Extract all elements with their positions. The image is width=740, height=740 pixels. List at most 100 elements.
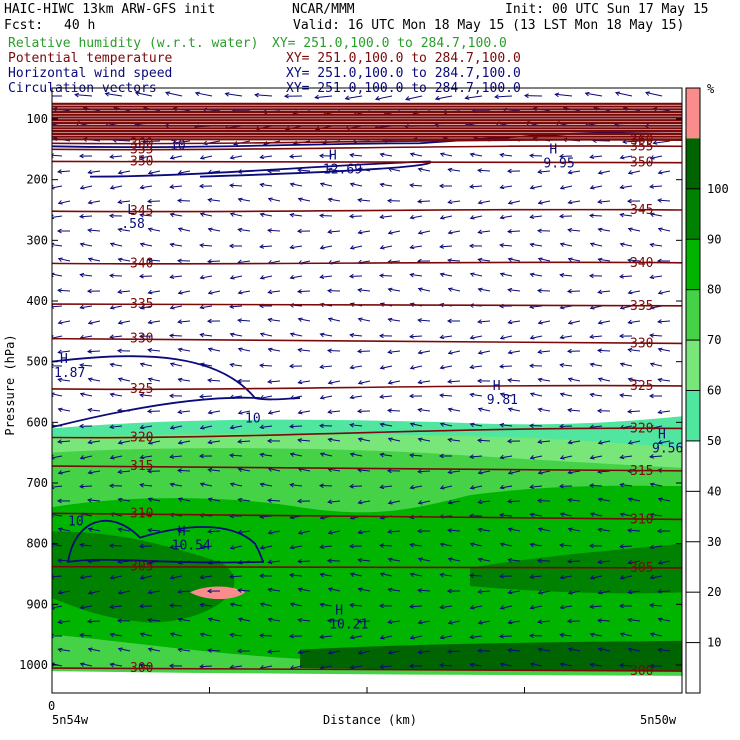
wind-vector-head (267, 197, 273, 202)
wind-vector (88, 440, 101, 444)
wind-vector (143, 140, 161, 143)
wind-vector (268, 290, 281, 294)
wind-vector (388, 350, 401, 353)
wind-vector-head (348, 273, 354, 279)
colorbar-swatch (686, 541, 700, 593)
wind-vector-head (109, 242, 115, 247)
wind-vector-head (139, 454, 145, 460)
wind-vector-head (327, 380, 333, 385)
wind-vector-head (537, 257, 543, 262)
wind-vector-head (237, 318, 242, 323)
wind-vector-head (319, 544, 325, 550)
wind-vector-head (297, 649, 303, 655)
wind-vector-head (499, 243, 505, 248)
wind-vector (478, 169, 491, 172)
wind-vector-head (589, 334, 595, 339)
wind-vector-head (447, 620, 453, 625)
wind-vector-head (507, 470, 513, 475)
wind-vector (418, 558, 431, 562)
wind-vector-head (259, 452, 265, 458)
wind-vector (590, 575, 603, 579)
wind-vector-head (138, 543, 144, 549)
wind-vector (80, 185, 93, 189)
wind-vector (178, 590, 191, 593)
wind-vector (658, 228, 671, 232)
wind-vector-head (207, 409, 213, 415)
wind-vector (88, 620, 101, 623)
wind-vector (538, 350, 551, 353)
wind-vector (165, 92, 183, 97)
wind-vector (238, 290, 251, 294)
wind-vector (290, 425, 303, 428)
wind-vector (410, 573, 423, 577)
wind-vector-head (537, 320, 543, 325)
wind-vector (388, 500, 401, 504)
wind-vector-head (87, 228, 93, 233)
wind-extremum-marker: H (493, 379, 501, 394)
wind-vector (478, 408, 491, 412)
wind-vector (238, 589, 251, 592)
wind-vector (538, 590, 551, 594)
rh-region (52, 485, 682, 659)
wind-vector-head (378, 273, 384, 279)
wind-vector-head (469, 662, 475, 668)
colorbar-swatch (686, 642, 700, 693)
wind-vector-head (537, 439, 543, 444)
wind-vector-head (318, 483, 324, 489)
wind-vector (598, 290, 611, 293)
wind-vector (440, 605, 453, 609)
wind-vector-head (194, 91, 200, 97)
wind-vector (508, 649, 521, 652)
wind-vector (140, 214, 153, 217)
wind-vector (260, 364, 273, 367)
wind-vector (268, 468, 281, 472)
theta-label: 355 (130, 142, 153, 157)
wind-vector-head (619, 544, 624, 549)
wind-vector (470, 393, 483, 397)
wind-vector (448, 438, 461, 442)
wind-vector-head (439, 663, 445, 668)
wind-vector-head (597, 199, 603, 204)
theta-label: 315 (630, 464, 653, 479)
wind-vector (410, 274, 423, 277)
wind-vector-head (597, 170, 603, 175)
wind-vector-head (567, 439, 573, 445)
wind-vector-head (117, 377, 123, 382)
wind-contour-label: 10 (245, 411, 261, 426)
wind-vector-head (349, 182, 355, 187)
wind-vector-head (79, 214, 84, 219)
wind-vector (290, 484, 303, 487)
legend-field-xy: XY= 251.0,100.0 to 284.7,100.0 (286, 51, 521, 66)
colorbar-unit: % (707, 82, 715, 96)
wind-vector-head (207, 529, 212, 534)
wind-vector (658, 440, 671, 444)
wind-vector (208, 618, 221, 622)
wind-vector-head (627, 319, 633, 325)
wind-vector-head (224, 92, 230, 97)
wind-vector-head (109, 575, 115, 580)
wind-vector-head (357, 650, 363, 655)
wind-vector (560, 575, 573, 579)
wind-vector (590, 663, 603, 667)
wind-vector-head (619, 512, 625, 518)
wind-vector (388, 588, 401, 592)
wind-vector-head (267, 587, 273, 593)
wind-vector-head (529, 662, 535, 667)
wind-vector (328, 588, 341, 592)
wind-vector (260, 213, 273, 217)
wind-vector-head (289, 602, 295, 607)
theta-label: 325 (630, 379, 653, 394)
colorbar-swatch (686, 390, 700, 441)
wind-vector-head (199, 544, 205, 550)
wind-vector (380, 183, 393, 187)
wind-vector-head (177, 647, 183, 653)
wind-vector-head (348, 483, 354, 489)
wind-vector-head (349, 572, 355, 577)
theta-contour-line (52, 137, 682, 141)
wind-vector (380, 544, 393, 547)
wind-vector-head (207, 347, 213, 352)
wind-vector-head (79, 242, 85, 248)
wind-vector (290, 665, 303, 669)
wind-vector (178, 228, 191, 232)
wind-vector (320, 545, 333, 548)
